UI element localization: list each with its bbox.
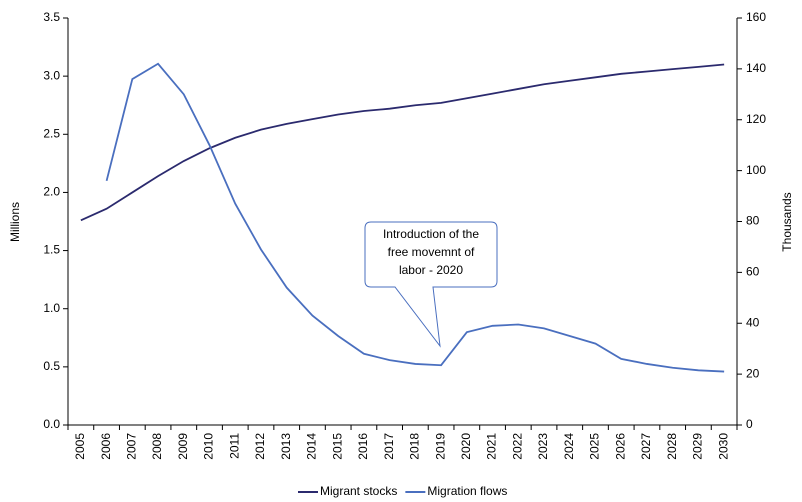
legend-label: Migration flows (427, 484, 507, 498)
x-tick-label: 2029 (691, 433, 705, 460)
x-tick-label: 2010 (202, 433, 216, 460)
y-tick-label: 2.0 (43, 185, 60, 199)
x-tick-label: 2030 (716, 433, 730, 460)
x-tick-label: 2014 (305, 433, 319, 460)
y-tick-label: 2.5 (43, 126, 60, 140)
y2-tick-label: 20 (746, 366, 760, 380)
x-tick-label: 2027 (639, 433, 653, 460)
y2-tick-label: 80 (746, 214, 760, 228)
annotation-text: Introduction of the (383, 227, 479, 241)
y-tick-label: 1.0 (43, 301, 60, 315)
x-tick-label: 2006 (99, 433, 113, 460)
series-line (105, 62, 725, 373)
x-tick-label: 2020 (459, 433, 473, 460)
x-tick-label: 2015 (330, 433, 344, 460)
x-tick-label: 2028 (665, 433, 679, 460)
x-tick-label: 2013 (279, 433, 293, 460)
x-tick-label: 2021 (485, 433, 499, 460)
x-tick-label: 2018 (408, 433, 422, 460)
x-tick-label: 2026 (613, 433, 627, 460)
y-tick-label: 1.5 (43, 243, 60, 257)
x-tick-label: 2011 (227, 433, 241, 459)
callout-box (364, 221, 498, 348)
y-tick-label: 3.5 (43, 10, 60, 24)
y2-tick-label: 160 (746, 10, 766, 24)
x-tick-label: 2017 (382, 433, 396, 460)
y2-tick-label: 40 (746, 315, 760, 329)
y-axis-title: Millions (8, 202, 22, 242)
annotation-text: free movemnt of (388, 245, 475, 259)
x-tick-label: 2008 (150, 433, 164, 460)
x-tick-label: 2007 (124, 433, 138, 460)
y2-tick-label: 140 (746, 61, 766, 75)
legend-label: Migrant stocks (320, 484, 397, 498)
x-tick-label: 2019 (433, 433, 447, 460)
y-tick-label: 0.0 (43, 417, 60, 431)
series-line (80, 63, 725, 222)
y2-tick-label: 60 (746, 265, 760, 279)
y-tick-label: 0.5 (43, 359, 60, 373)
x-tick-label: 2025 (588, 433, 602, 460)
x-tick-label: 2012 (253, 433, 267, 460)
annotation-text: labor - 2020 (399, 263, 463, 277)
y2-tick-label: 0 (746, 417, 753, 431)
y-tick-label: 3.0 (43, 68, 60, 82)
x-tick-label: 2024 (562, 433, 576, 460)
x-tick-label: 2016 (356, 433, 370, 460)
x-tick-label: 2005 (73, 433, 87, 460)
x-tick-label: 2022 (510, 433, 524, 460)
x-tick-label: 2009 (176, 433, 190, 460)
y2-axis-title: Thousands (780, 192, 794, 251)
x-tick-label: 2023 (536, 433, 550, 460)
y2-tick-label: 100 (746, 163, 766, 177)
y2-tick-label: 120 (746, 112, 766, 126)
